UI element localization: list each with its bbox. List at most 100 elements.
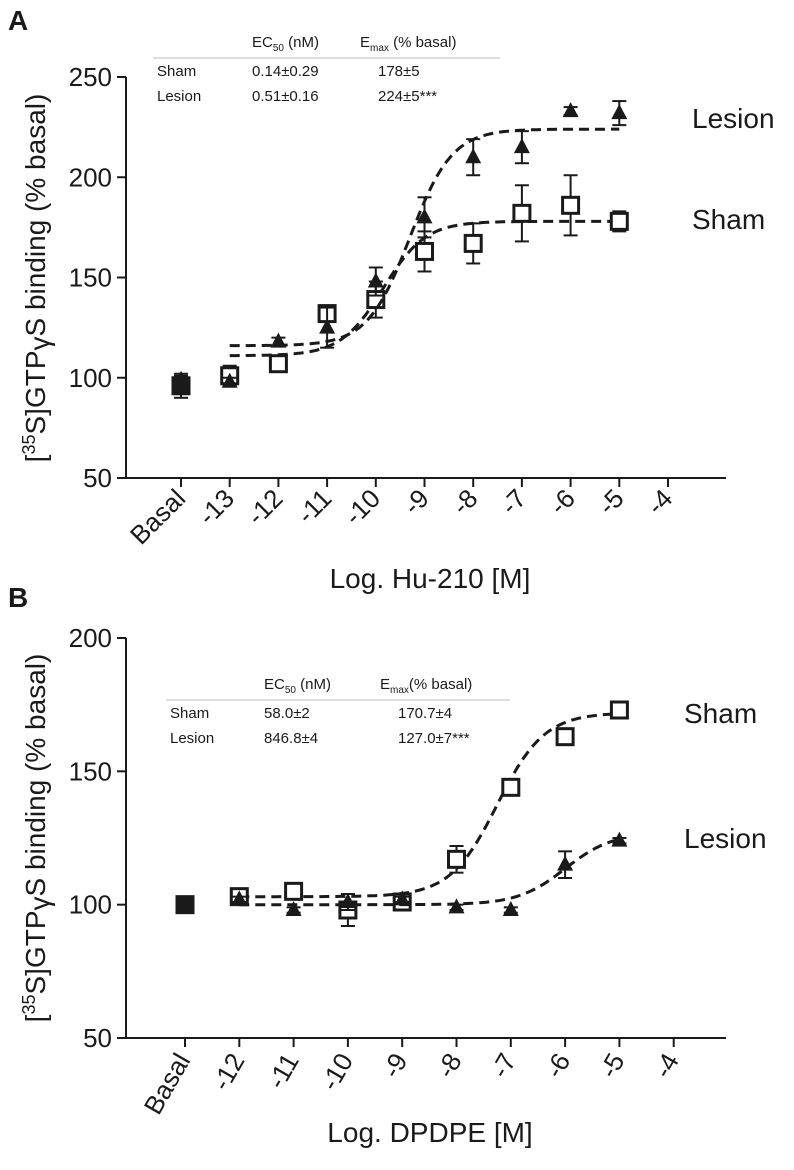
y-axis-title-part: [: [20, 454, 51, 462]
x-tick-label: -12: [241, 483, 289, 531]
table-row-emax: 127.0±7***: [398, 730, 470, 747]
data-point: [416, 208, 433, 224]
data-point: [394, 890, 411, 906]
y-tick-label: 100: [69, 890, 112, 920]
y-axis-title-superscript: 35: [19, 435, 39, 455]
series-lesion: Lesion: [177, 823, 767, 916]
x-tick-label: -11: [291, 483, 337, 529]
table-header-ec50: EC50 (nM): [252, 34, 319, 54]
y-axis-title-part: [: [20, 1014, 51, 1022]
x-tick-label: -11: [261, 1048, 305, 1094]
table-header-ec50-main: EC: [264, 676, 285, 693]
table-header-emax-unit: (% basal): [409, 676, 472, 693]
table-header-ec50-main: EC: [252, 34, 273, 51]
table-row-emax: 224±5***: [378, 88, 437, 105]
x-tick-label: -10: [338, 483, 386, 531]
table-header-emax-main: E: [360, 34, 370, 51]
chart-panel-b: B 50 100 150 200 Basal -12 -11 -10 -9 -8 -7 -6 -5 -4 Lo…: [8, 582, 767, 1148]
table-row-ec50: 58.0±2: [264, 705, 310, 722]
stats-table: EC50 (nM) Emax (% basal) Sham 0.14±0.29 178±…: [153, 34, 500, 105]
table-header-emax: Emax(% basal): [380, 676, 472, 696]
y-axis-title: [35S]GTPγS binding (% basal): [19, 94, 55, 463]
series-label: Sham: [684, 698, 757, 729]
table-header-ec50-subscript: 50: [273, 43, 285, 54]
y-axis-title-part: S binding (% basal): [20, 654, 51, 897]
y-tick-label: 150: [69, 263, 112, 293]
data-point: [611, 831, 628, 847]
data-point: [561, 195, 581, 215]
x-tick-label: -10: [314, 1048, 359, 1096]
table-row-name: Lesion: [170, 730, 214, 747]
table-row-ec50: 0.14±0.29: [252, 63, 319, 80]
y-axis-title-superscript: 35: [19, 995, 39, 1015]
table-header-emax-main: E: [380, 676, 390, 693]
data-point: [609, 211, 629, 231]
series-label: Lesion: [692, 103, 775, 134]
data-point: [284, 881, 304, 901]
table-row-ec50: 846.8±4: [264, 730, 318, 747]
series-label: Lesion: [684, 823, 767, 854]
series-sham: Sham: [171, 174, 765, 399]
x-tick-label: -5: [593, 1048, 631, 1083]
data-point: [447, 849, 466, 869]
x-tick-label: -7: [484, 1048, 522, 1083]
table-header-ec50-subscript: 50: [285, 685, 297, 696]
x-tick-label: -5: [592, 483, 630, 521]
panel-letter: B: [8, 582, 28, 613]
y-tick-label: 50: [83, 1023, 112, 1053]
fit-curve: [239, 837, 620, 907]
x-tick-label: -6: [543, 483, 581, 521]
y-axis-title-part: S]GTP: [20, 910, 51, 994]
table-header-ec50-unit: (nM): [296, 676, 331, 693]
x-tick-label: -4: [647, 1048, 685, 1083]
data-point: [501, 777, 521, 797]
series-label: Sham: [692, 204, 765, 235]
data-point: [285, 901, 302, 916]
data-point: [448, 898, 465, 914]
data-point: [557, 855, 574, 871]
x-axis-title: Log. Hu-210 [M]: [330, 563, 531, 594]
data-point: [611, 104, 628, 120]
x-tick-label: -8: [430, 1048, 468, 1083]
y-tick-label: 150: [69, 756, 112, 786]
data-point: [415, 241, 434, 261]
table-header-emax-subscript: max: [390, 685, 409, 696]
data-point: [270, 332, 287, 348]
table-row-ec50: 0.51±0.16: [252, 88, 319, 105]
data-point: [268, 354, 288, 374]
data-point: [367, 272, 384, 288]
y-axis-title-part: S]GTP: [20, 350, 51, 434]
data-point: [339, 893, 356, 908]
x-tick-label: -8: [446, 483, 484, 521]
table-row-name: Sham: [170, 705, 209, 722]
table-row-name: Sham: [157, 63, 196, 80]
x-tick-label: -7: [495, 483, 533, 521]
x-axis-title: Log. DPDPE [M]: [327, 1117, 532, 1148]
y-tick-label: 100: [69, 363, 112, 393]
data-point: [502, 901, 519, 916]
table-header-ec50-unit: (nM): [284, 34, 319, 51]
x-tick-label: -4: [641, 483, 679, 521]
x-tick-label: -6: [539, 1048, 577, 1083]
y-axis-title-part: γ: [24, 896, 55, 910]
data-point: [609, 700, 629, 720]
table-row-emax: 170.7±4: [398, 705, 452, 722]
y-tick-label: 250: [69, 62, 112, 92]
x-tick-label: -9: [397, 483, 435, 521]
table-header-emax-unit: (% basal): [389, 34, 457, 51]
data-point: [173, 370, 189, 386]
data-point: [555, 727, 575, 747]
data-point: [231, 890, 248, 906]
data-point: [562, 102, 579, 118]
y-tick-label: 200: [69, 162, 112, 192]
data-point: [177, 895, 193, 911]
data-point: [513, 138, 530, 154]
x-tick-label: -12: [206, 1048, 251, 1096]
data-point: [465, 148, 482, 164]
data-point: [512, 203, 532, 223]
table-header-emax-subscript: max: [370, 43, 389, 54]
stats-table: EC50 (nM) Emax(% basal) Sham 58.0±2 170.7±4 L…: [166, 676, 510, 747]
panel-letter: A: [8, 5, 28, 36]
table-header-emax: Emax (% basal): [360, 34, 456, 54]
table-row-emax: 178±5: [378, 63, 420, 80]
